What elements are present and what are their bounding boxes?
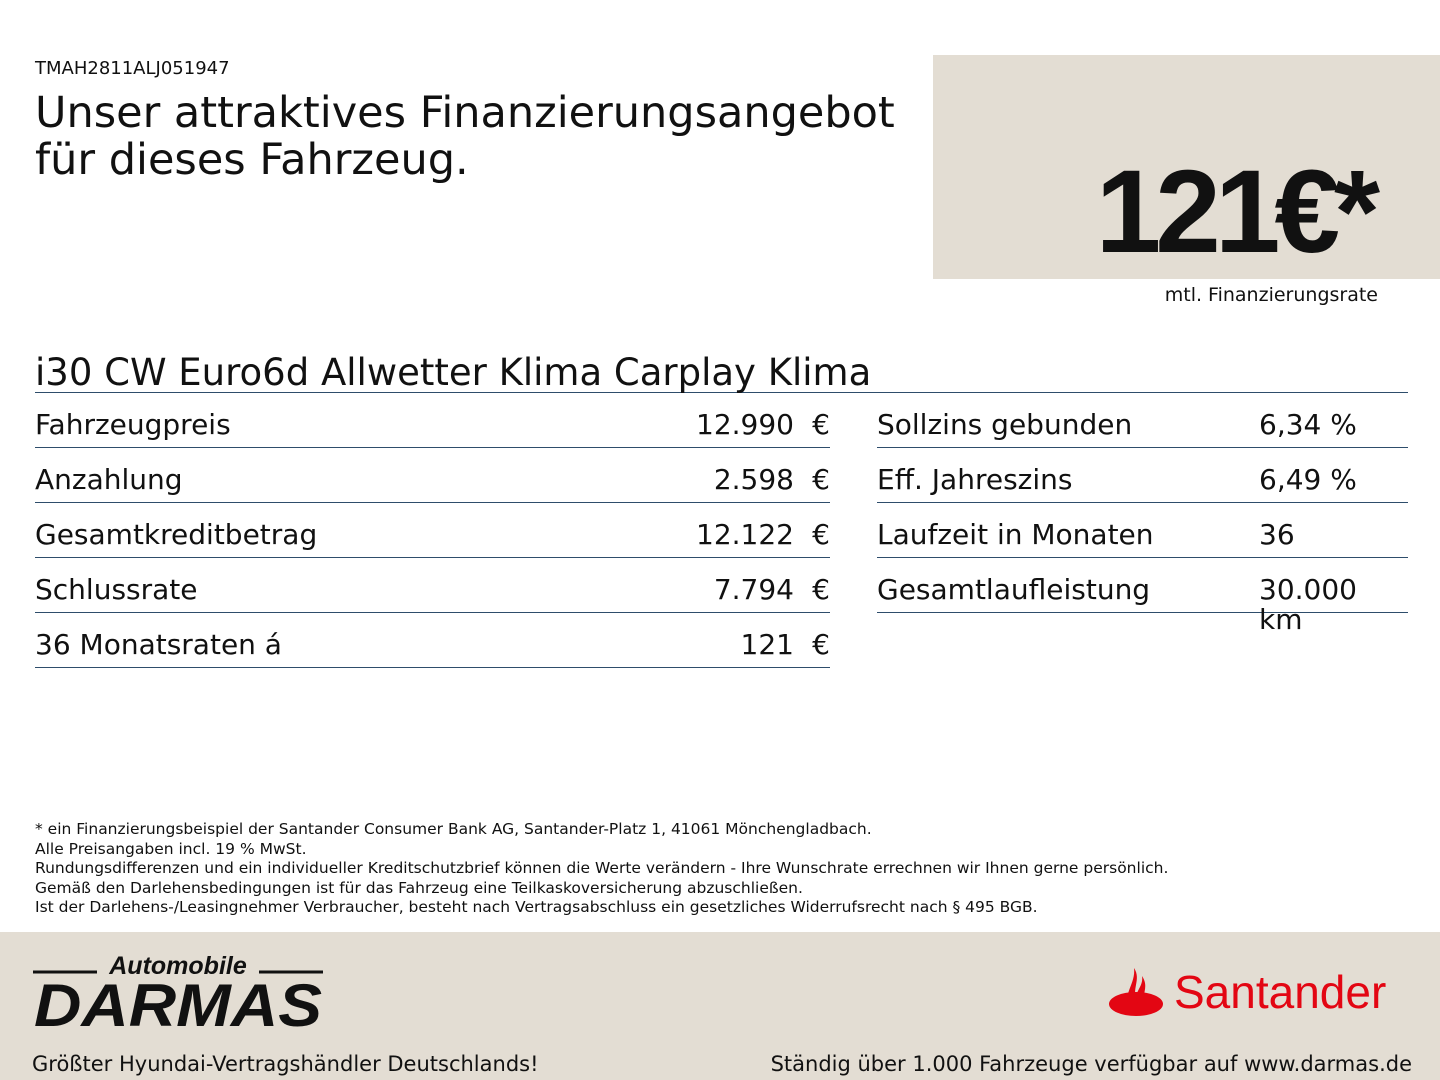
footnotes: * ein Finanzierungsbeispiel der Santande… bbox=[35, 820, 1168, 918]
row-label: Gesamtlaufleistung bbox=[877, 573, 1151, 606]
monthly-rate: 121€* bbox=[1095, 146, 1380, 278]
finance-row: Fahrzeugpreis 12.990 € bbox=[35, 393, 830, 448]
headline: Unser attraktives Finanzierungsangebot f… bbox=[35, 88, 895, 185]
vin: TMAH2811ALJ051947 bbox=[35, 58, 230, 79]
row-unit: € bbox=[812, 573, 830, 606]
footnote: Rundungsdifferenzen und ein individuelle… bbox=[35, 859, 1169, 877]
footnote: Ist der Darlehens-/Leasingnehmer Verbrau… bbox=[35, 898, 1038, 916]
row-unit: € bbox=[812, 408, 830, 441]
row-value: 7.794 bbox=[713, 573, 794, 606]
finance-row: Laufzeit in Monaten 36 bbox=[877, 503, 1408, 558]
row-label: Schlussrate bbox=[35, 573, 198, 606]
finance-row: 36 Monatsraten á 121 € bbox=[35, 613, 830, 668]
row-value: 12.990 bbox=[696, 408, 794, 441]
footer bbox=[0, 932, 1440, 1080]
finance-row: Eff. Jahreszins 6,49 % bbox=[877, 448, 1408, 503]
row-unit: € bbox=[812, 463, 830, 496]
row-label: Fahrzeugpreis bbox=[35, 408, 231, 441]
darmas-logo-main: DARMAS bbox=[34, 972, 322, 1030]
slogan-left: Größter Hyundai-Vertragshändler Deutschl… bbox=[32, 1052, 539, 1076]
row-label: Laufzeit in Monaten bbox=[877, 518, 1154, 551]
row-label: Eff. Jahreszins bbox=[877, 463, 1073, 496]
row-unit: € bbox=[812, 518, 830, 551]
row-label: 36 Monatsraten á bbox=[35, 628, 282, 661]
row-label: Anzahlung bbox=[35, 463, 183, 496]
santander-wordmark: Santander bbox=[1174, 966, 1387, 1018]
row-value: 6,34 % bbox=[1259, 408, 1357, 441]
monthly-rate-label: mtl. Finanzierungsrate bbox=[1164, 284, 1378, 306]
darmas-logo: Automobile DARMAS bbox=[33, 952, 323, 1039]
finance-row: Gesamtkreditbetrag 12.122 € bbox=[35, 503, 830, 558]
finance-row: Gesamtlaufleistung 30.000 km bbox=[877, 558, 1408, 635]
row-label: Sollzins gebunden bbox=[877, 408, 1133, 441]
santander-flame-icon bbox=[1109, 968, 1163, 1016]
model-title: i30 CW Euro6d Allwetter Klima Carplay Kl… bbox=[35, 350, 1408, 394]
row-value: 36 bbox=[1259, 518, 1295, 551]
row-value: 12.122 bbox=[696, 518, 794, 551]
row-unit: € bbox=[812, 628, 830, 661]
finance-row: Anzahlung 2.598 € bbox=[35, 448, 830, 503]
row-value: 121 bbox=[740, 628, 794, 661]
row-label: Gesamtkreditbetrag bbox=[35, 518, 318, 551]
row-value: 2.598 bbox=[713, 463, 794, 496]
darmas-logo-top: Automobile bbox=[108, 952, 247, 980]
row-value: 30.000 km bbox=[1259, 573, 1357, 636]
footnote: Alle Preisangaben incl. 19 % MwSt. bbox=[35, 839, 307, 858]
footnote: * ein Finanzierungsbeispiel der Santande… bbox=[35, 820, 872, 838]
finance-row: Schlussrate 7.794 € bbox=[35, 558, 830, 613]
santander-logo: Santander bbox=[1108, 965, 1386, 1019]
row-value: 6,49 % bbox=[1259, 463, 1357, 496]
footnote: Gemäß den Darlehensbedingungen ist für d… bbox=[35, 878, 803, 897]
slogan-right: Ständig über 1.000 Fahrzeuge verfügbar a… bbox=[770, 1052, 1412, 1076]
price-box: 121€* mtl. Finanzierungsrate bbox=[933, 55, 1440, 306]
finance-row: Sollzins gebunden 6,34 % bbox=[877, 393, 1408, 448]
